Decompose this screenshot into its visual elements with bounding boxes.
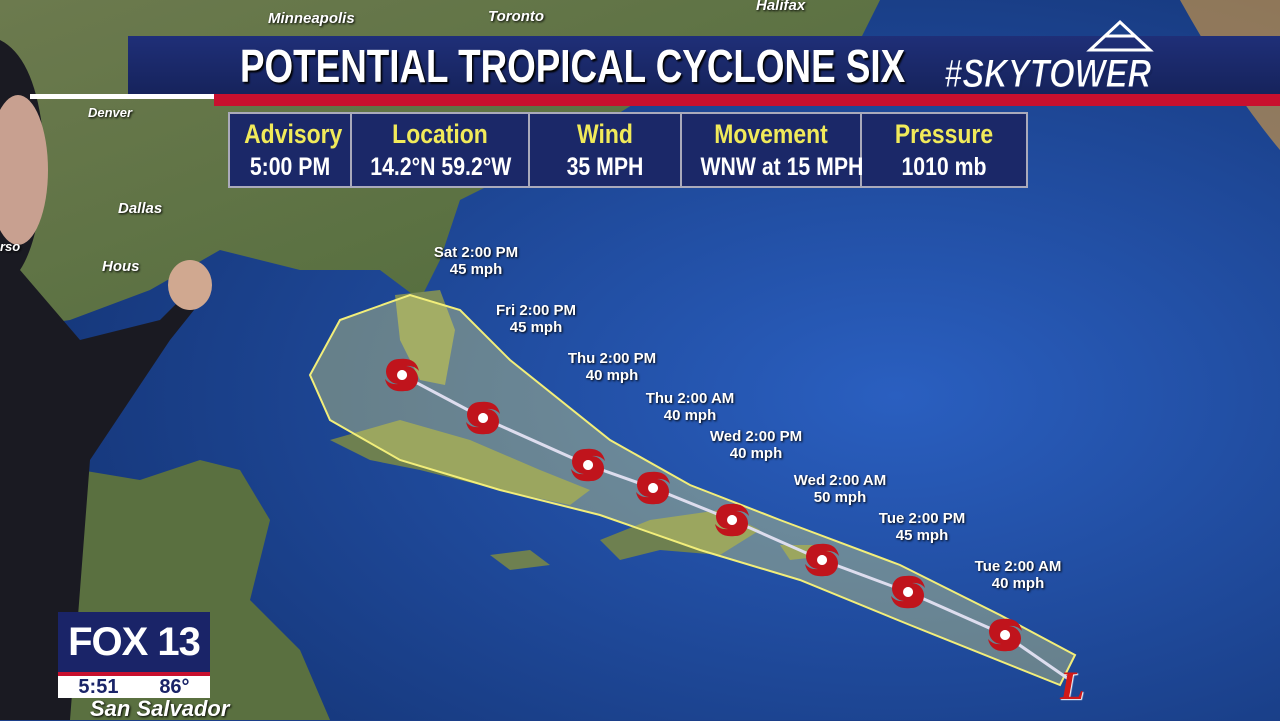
forecast-cone: [308, 293, 1077, 687]
forecast-wind: 45 mph: [449, 261, 503, 278]
pressure-cell: Pressure 1010 mb: [862, 114, 1026, 186]
forecast-wind: 40 mph: [991, 575, 1045, 592]
forecast-time: Thu 2:00 AM: [645, 390, 735, 407]
wind-cell: Wind 35 MPH: [530, 114, 682, 186]
tropical-storm-icon: [571, 448, 605, 482]
forecast-point-label: Thu 2:00 PM 40 mph: [568, 350, 656, 384]
forecast-point-label: Thu 2:00 AM 40 mph: [646, 390, 735, 424]
forecast-wind: 45 mph: [509, 319, 563, 336]
time-temp-bar: 5:51 86°: [58, 676, 210, 698]
tropical-storm-icon: [891, 575, 925, 609]
city-label: Minneapolis: [268, 10, 355, 27]
city-label: rso: [0, 239, 21, 254]
temperature: 86°: [159, 676, 190, 698]
forecast-point-label: Tue 2:00 PM 45 mph: [879, 510, 965, 544]
banner-red-stripe: [214, 94, 1280, 106]
forecast-wind: 50 mph: [813, 489, 867, 506]
city-label: Denver: [88, 105, 133, 120]
wind-header: Wind: [577, 119, 633, 149]
movement-header: Movement: [714, 119, 828, 149]
forecast-point-label: Sat 2:00 PM 45 mph: [434, 244, 518, 278]
presenter: [0, 40, 212, 720]
forecast-time: Fri 2:00 PM: [495, 302, 577, 319]
movement-cell: Movement WNW at 15 MPH: [682, 114, 864, 186]
location-header: Location: [392, 119, 488, 149]
forecast-wind: 40 mph: [729, 445, 783, 462]
advisory-header: Advisory: [244, 119, 343, 149]
page-title: POTENTIAL TROPICAL CYCLONE SIX: [240, 40, 906, 92]
jamaica: [490, 550, 550, 570]
forecast-point-label: Wed 2:00 AM 50 mph: [794, 472, 887, 506]
tropical-storm-icon: [466, 401, 500, 435]
clock-time: 5:51: [78, 676, 119, 698]
low-marker: L: [1060, 663, 1085, 708]
forecast-time: Tue 2:00 PM: [878, 510, 966, 527]
tropical-storm-icon: [636, 471, 670, 505]
tropical-storm-icon: [385, 358, 419, 392]
advisory-table: Advisory 5:00 PM Location 14.2°N 59.2°W Wi…: [228, 112, 1028, 188]
forecast-time: Wed 2:00 PM: [709, 428, 803, 445]
skytower-icon: [1086, 19, 1154, 52]
station-logo: FOX 13 5:51 86°: [58, 612, 210, 698]
wind-value: 35 MPH: [566, 153, 644, 181]
city-label: Hous: [102, 258, 140, 275]
advisory-value: 5:00 PM: [249, 153, 331, 181]
movement-value: WNW at 15 MPH: [700, 153, 864, 181]
logo-red-stripe: [58, 672, 210, 676]
forecast-wind: 40 mph: [663, 407, 717, 424]
tropical-storm-icon: [988, 618, 1022, 652]
advisory-cell: Advisory 5:00 PM: [230, 114, 352, 186]
city-label: Toronto: [488, 8, 545, 25]
cuba: [330, 420, 590, 505]
city-label: Halifax: [756, 0, 806, 14]
forecast-point-label: Wed 2:00 PM 40 mph: [710, 428, 802, 462]
forecast-time: Wed 2:00 AM: [793, 472, 887, 489]
florida: [395, 290, 455, 385]
forecast-point-label: Tue 2:00 AM 40 mph: [975, 558, 1062, 592]
pressure-value: 1010 mb: [901, 153, 987, 181]
pressure-header: Pressure: [894, 119, 994, 149]
city-label: Dallas: [118, 200, 163, 217]
skytower-brand: #SKYTOWER: [944, 52, 1152, 97]
tropical-storm-icon: [805, 543, 839, 577]
banner-white-stripe: [30, 94, 214, 99]
tropical-storm-icon: [715, 503, 749, 537]
location-cell: Location 14.2°N 59.2°W: [352, 114, 530, 186]
forecast-wind: 45 mph: [895, 527, 949, 544]
forecast-time: Tue 2:00 AM: [974, 558, 1062, 575]
title-banner: [128, 36, 1280, 94]
forecast-time: Thu 2:00 PM: [567, 350, 657, 367]
city-label: San Salvador: [90, 696, 230, 721]
location-value: 14.2°N 59.2°W: [370, 153, 512, 181]
forecast-wind: 40 mph: [585, 367, 639, 384]
forecast-time: Sat 2:00 PM: [433, 244, 519, 261]
fox13-logo: FOX 13: [58, 612, 210, 672]
forecast-point-label: Fri 2:00 PM 45 mph: [496, 302, 576, 336]
